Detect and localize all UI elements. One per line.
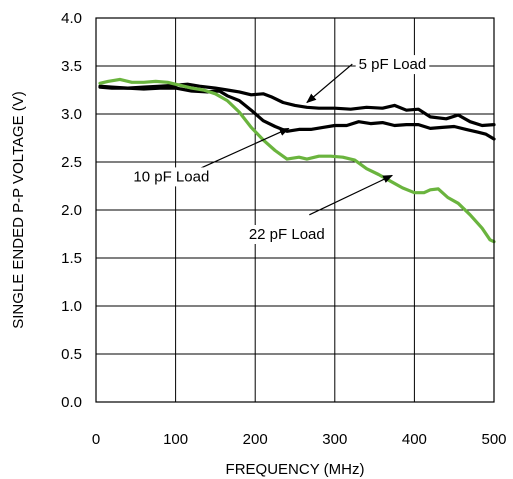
x-tick-label: 400 <box>402 431 427 448</box>
annotation-10-pf-load: 10 pF Load <box>130 127 290 187</box>
grid <box>96 18 494 402</box>
annotation-5-pf-load: 5 pF Load <box>306 55 430 104</box>
x-tick-label: 500 <box>481 431 506 448</box>
annotation-22-pf-load: 22 pF Load <box>245 174 394 244</box>
annotation-arrow <box>199 127 290 170</box>
series-layer <box>98 77 496 244</box>
tick-labels: 0 100 200 300 400 500 0.0 0.5 1.0 1.5 2.0 2.5 3.0 3.5… <box>61 10 506 448</box>
y-tick-label: 4.0 <box>61 10 82 27</box>
y-tick-label: 0.0 <box>61 394 82 411</box>
annotation-label-background <box>245 225 328 244</box>
annotation-label: 5 pF Load <box>359 56 427 73</box>
y-tick-label: 3.5 <box>61 58 82 75</box>
y-tick-label: 1.5 <box>61 250 82 267</box>
y-tick-label: 1.0 <box>61 298 82 315</box>
x-tick-label: 300 <box>322 431 347 448</box>
y-axis-title: SINGLE ENDED P-P VOLTAGE (V) <box>10 91 27 329</box>
y-tick-label: 0.5 <box>61 346 82 363</box>
plot-frame <box>95 17 495 403</box>
annotation-arrow <box>306 63 353 104</box>
y-tick-label: 2.0 <box>61 202 82 219</box>
series-line-10-pf-load <box>98 85 496 141</box>
series-line-22-pf-load <box>98 77 496 244</box>
annotation-label: 10 pF Load <box>133 168 209 185</box>
y-tick-label: 2.5 <box>61 154 82 171</box>
x-axis-title: FREQUENCY (MHz) <box>226 461 365 478</box>
annotations: 5 pF Load 10 pF Load 22 pF Load <box>130 55 430 244</box>
annotation-label-background <box>355 55 430 75</box>
series-line-5-pf-load <box>98 82 496 128</box>
annotation-arrow <box>309 174 394 216</box>
y-tick-label: 3.0 <box>61 106 82 123</box>
plot-border <box>95 17 495 403</box>
annotation-label: 22 pF Load <box>249 226 325 243</box>
annotation-label-background <box>130 167 213 187</box>
x-tick-label: 100 <box>163 431 188 448</box>
x-tick-label: 0 <box>92 431 100 448</box>
x-tick-label: 200 <box>243 431 268 448</box>
